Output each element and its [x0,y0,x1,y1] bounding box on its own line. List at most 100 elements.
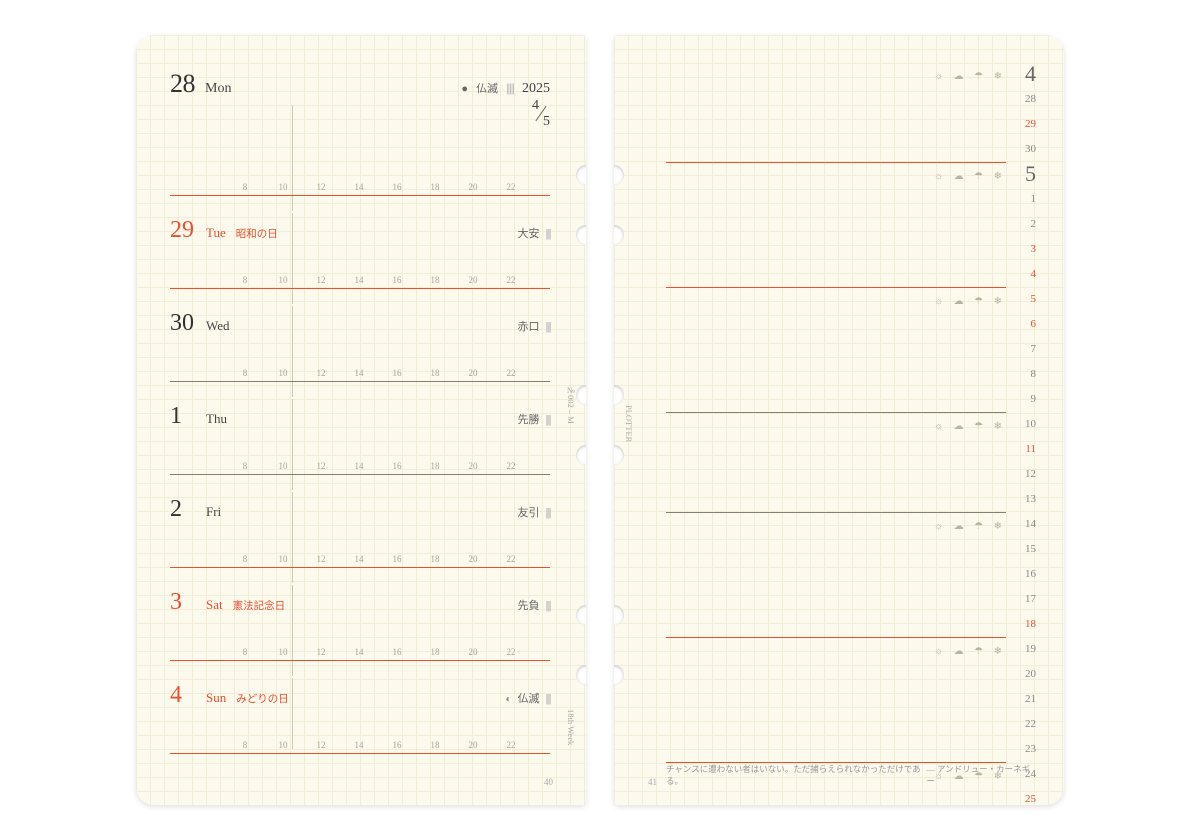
month-day-row: 20 [666,665,1036,690]
hour-tick: 16 [378,740,416,755]
month-day-row: 17 [666,590,1036,615]
month-day-row: 15 [666,540,1036,565]
hour-tick: 8 [226,182,264,197]
hour-tick: 14 [340,647,378,662]
section-rule [666,162,1006,163]
day-weekday: Thu [206,411,227,427]
weather-icons: ☼ ☁ ☂ ❄ [934,421,1006,432]
day-number: 5 [1016,293,1036,305]
month-number: 5 [1016,161,1036,187]
month-day-row: 4☼ ☁ ☂ ❄ [666,65,1036,90]
hour-tick: 20 [454,275,492,290]
hour-tick: 16 [378,461,416,476]
day-header: 29Tue昭和の日大安||||| [170,211,550,244]
weather-icons: ☼ ☁ ☂ ❄ [934,521,1006,532]
month-day-row: 3 [666,240,1036,265]
day-number: 6 [1016,318,1036,330]
day-number: 1 [1016,193,1036,205]
day-number: 3 [170,589,206,616]
day-number: 29 [1016,118,1036,130]
month-day-row: 14☼ ☁ ☂ ❄ [666,515,1036,540]
month-day-row: 29 [666,115,1036,140]
hour-tick: 14 [340,182,378,197]
hour-tick: 10 [264,740,302,755]
month-day-row: 7 [666,340,1036,365]
weather-icons: ☼ ☁ ☂ ❄ [934,171,1006,182]
weather-icons: ☼ ☁ ☂ ❄ [934,646,1006,657]
month-day-row: 16 [666,565,1036,590]
hour-tick: 18 [416,740,454,755]
day-number: 15 [1016,543,1036,555]
product-code: №002 – M [566,385,576,424]
day-row: 3Sat憲法記念日先負||||| 810121416182022 [170,583,550,676]
month-day-row: 2 [666,215,1036,240]
day-weekday: Sat [206,597,223,613]
month-day-row: 9 [666,390,1036,415]
section-rule [666,512,1006,513]
month-day-row: 11 [666,440,1036,465]
day-number: 17 [1016,593,1036,605]
month-day-row: 1 [666,190,1036,215]
day-number: 10 [1016,418,1036,430]
month-day-row: 19☼ ☁ ☂ ❄ [666,640,1036,665]
hour-tick: 16 [378,182,416,197]
quote-author: — アンドリュー・カーネギー [926,763,1034,787]
hour-tick: 16 [378,275,416,290]
rokuyo-label: 先勝 [517,411,539,427]
day-header: 1Thu先勝||||| [170,397,550,430]
hour-tick: 10 [264,182,302,197]
rokuyo-label: 友引 [517,504,539,520]
day-header: 3Sat憲法記念日先負||||| [170,583,550,616]
hour-tick: 18 [416,368,454,383]
hour-tick: 18 [416,554,454,569]
day-number: 23 [1016,743,1036,755]
day-row: 4Sunみどりの日◐仏滅|||||810121416182022 [170,676,550,769]
month-day-row: 30 [666,140,1036,165]
day-weekday: Tue [206,225,226,241]
hour-tick: 20 [454,554,492,569]
left-content: 28 Mon ● 仏滅 ||||| 2025 4 5 8101214161820… [136,35,586,805]
weather-ticks: ||||| [545,226,550,241]
right-content: 4☼ ☁ ☂ ❄2829305☼ ☁ ☂ ❄12345☼ ☁ ☂ ❄678910… [614,35,1064,805]
day-number: 4 [1016,268,1036,280]
weather-ticks: ||||| [545,505,550,520]
hour-tick: 14 [340,368,378,383]
moon-phase-icon: ● [461,83,468,95]
hour-tick: 14 [340,554,378,569]
day-number: 1 [170,403,206,430]
month-day-row: 6 [666,315,1036,340]
hour-tick: 12 [302,647,340,662]
weather-icons: ☼ ☁ ☂ ❄ [934,71,1006,82]
hour-tick: 14 [340,740,378,755]
day-number: 21 [1016,693,1036,705]
day-header: 4Sunみどりの日◐仏滅||||| [170,676,550,709]
month-number: 4 [1016,61,1036,87]
month-day-row: 23 [666,740,1036,765]
hour-tick: 18 [416,647,454,662]
hour-tick: 16 [378,647,416,662]
month-day-row: 8 [666,365,1036,390]
moon-phase-icon: ◐ [505,694,511,705]
hour-tick: 18 [416,461,454,476]
weather-ticks: ||||| [545,691,550,706]
day-number: 30 [170,310,206,337]
hour-tick: 16 [378,554,416,569]
month-day-row: 12 [666,465,1036,490]
day-weekday: Sun [206,690,226,706]
time-scale: 810121416182022 [170,660,550,676]
month-day-row: 10 ☼ ☁ ☂ ❄ [666,415,1036,440]
hour-tick: 8 [226,368,264,383]
time-scale: 810121416182022 [170,381,550,397]
rokuyo-label: 仏滅 [517,690,539,706]
hour-tick: 20 [454,461,492,476]
time-scale: 810121416182022 [170,567,550,583]
quote-text: チャンスに遭わない者はいない。ただ捕らえられなかっただけである。 [666,763,926,787]
section-rule [666,412,1006,413]
hour-tick: 22 [492,647,530,662]
hour-tick: 8 [226,647,264,662]
day-number: 7 [1016,343,1036,355]
month-day-row: 28 [666,90,1036,115]
month-day-row: 5☼ ☁ ☂ ❄ [666,290,1036,315]
hour-tick: 12 [302,461,340,476]
rokuyo-label: 赤口 [517,318,539,334]
